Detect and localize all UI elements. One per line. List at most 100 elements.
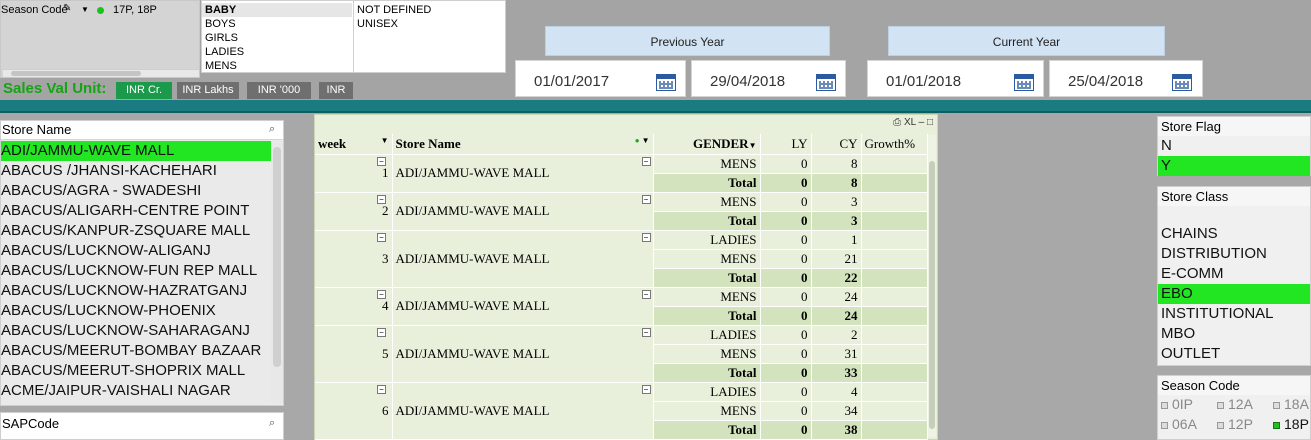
header-ly[interactable]: LY	[760, 134, 812, 155]
header-store-name[interactable]: Store Name ● ▼	[392, 134, 654, 155]
season-code-option[interactable]: 18A	[1273, 396, 1309, 412]
store-class-option[interactable]: E-COMM	[1161, 265, 1224, 282]
export-excel-button[interactable]: XL	[903, 117, 916, 128]
header-cy[interactable]: CY	[811, 134, 862, 155]
gender-listbox: BABY BOYS GIRLS LADIES MENS NOT DEFINED UNISE…	[201, 0, 506, 73]
previous-year-to-date[interactable]: 29/04/2018	[691, 60, 846, 97]
minimize-icon[interactable]: –	[918, 117, 925, 128]
header-gender[interactable]: GENDER▼	[653, 134, 761, 155]
calendar-icon[interactable]	[1172, 74, 1192, 91]
collapse-icon[interactable]: −	[641, 327, 651, 337]
calendar-icon[interactable]	[656, 74, 676, 91]
total-cy: 22	[811, 268, 862, 288]
store-name-item[interactable]: ABACUS/LUCKNOW-ALIGANJ	[1, 242, 211, 259]
store-class-option[interactable]: MBO	[1161, 325, 1196, 342]
store-name-item[interactable]: ABACUS/KANPUR-ZSQUARE MALL	[1, 222, 251, 239]
previous-year-from-date[interactable]: 01/01/2017	[515, 60, 686, 97]
store-name-item[interactable]: ABACUS/LUCKNOW-SAHARAGANJ	[1, 322, 250, 339]
store-flag-option[interactable]: Y	[1158, 156, 1310, 176]
checkbox-icon[interactable]	[1161, 401, 1168, 409]
unit-button-inr-cr[interactable]: INR Cr.	[116, 82, 172, 99]
search-icon[interactable]: ⌕	[269, 123, 276, 135]
week-cell[interactable]: −2	[315, 192, 393, 231]
store-cell[interactable]: − ADI/JAMMU-WAVE MALL	[392, 382, 654, 440]
collapse-icon[interactable]: −	[377, 232, 386, 242]
store-class-option[interactable]: OUTLET	[1161, 345, 1221, 362]
store-name-item[interactable]: ABACUS/AGRA - SWADESHI	[1, 182, 202, 199]
gender-option[interactable]: BOYS	[205, 18, 236, 30]
store-flag-option[interactable]: N	[1161, 137, 1172, 154]
store-cell[interactable]: − ADI/JAMMU-WAVE MALL	[392, 325, 654, 383]
gender-option[interactable]: MENS	[205, 60, 237, 72]
unit-button-inr-000[interactable]: INR '000	[247, 82, 311, 99]
collapse-icon[interactable]: −	[377, 156, 386, 166]
store-list-scrollbar[interactable]	[271, 141, 283, 403]
gender-option[interactable]: LADIES	[205, 46, 245, 58]
checkbox-icon[interactable]	[1217, 401, 1224, 409]
store-name-item[interactable]: ABACUS/MEERUT-BOMBAY BAZAAR	[1, 342, 262, 359]
season-code-option[interactable]: 06A	[1161, 416, 1197, 432]
store-cell[interactable]: − ADI/JAMMU-WAVE MALL	[392, 154, 654, 193]
store-cell[interactable]: − ADI/JAMMU-WAVE MALL	[392, 287, 654, 326]
collapse-icon[interactable]: −	[641, 194, 651, 204]
collapse-icon[interactable]: −	[377, 327, 386, 337]
checkbox-icon[interactable]	[1161, 421, 1168, 429]
collapse-icon[interactable]: −	[641, 156, 651, 166]
collapse-icon[interactable]: −	[377, 289, 386, 299]
collapse-icon[interactable]: −	[641, 289, 651, 299]
checkbox-icon[interactable]	[1273, 401, 1280, 409]
store-class-option[interactable]: CHAINS	[1161, 225, 1218, 242]
store-cell[interactable]: − ADI/JAMMU-WAVE MALL	[392, 192, 654, 231]
unit-button-inr-lakhs[interactable]: INR Lakhs	[177, 82, 239, 99]
gender-option[interactable]: BABY	[202, 3, 352, 17]
store-name-item[interactable]: ABACUS/LUCKNOW-FUN REP MALL	[1, 262, 258, 279]
store-name-item[interactable]: ADI/JAMMU-WAVE MALL	[1, 141, 271, 161]
gender-option[interactable]: UNISEX	[357, 18, 398, 30]
store-name-item[interactable]: ABACUS/LUCKNOW-PHOENIX	[1, 302, 216, 319]
week-cell[interactable]: −5	[315, 325, 393, 383]
dropdown-icon[interactable]: ▼	[81, 5, 89, 14]
calendar-icon[interactable]	[816, 74, 836, 91]
season-code-option[interactable]: 0IP	[1161, 396, 1193, 412]
season-code-option[interactable]: 12A	[1217, 396, 1253, 412]
collapse-icon[interactable]: −	[641, 384, 651, 394]
week-cell[interactable]: −4	[315, 287, 393, 326]
week-cell[interactable]: −6	[315, 382, 393, 440]
collapse-icon[interactable]: −	[377, 194, 386, 204]
store-name-item[interactable]: ABACUS/MEERUT-SHOPRIX MALL	[1, 362, 246, 379]
header-growth[interactable]: Growth%	[861, 134, 928, 155]
header-week[interactable]: week ▼	[315, 134, 393, 155]
season-code-current-selection-box[interactable]: Season Code ✎ ▼ 17P, 18P	[0, 0, 200, 78]
season-code-option[interactable]: 12P	[1217, 416, 1253, 432]
store-class-option[interactable]: DISTRIBUTION	[1161, 245, 1267, 262]
store-name-item[interactable]: ABACUS /JHANSI-KACHEHARI	[1, 162, 217, 179]
maximize-icon[interactable]: □	[926, 117, 933, 128]
store-name-item[interactable]: ACME/JAIPUR-VAISHALI NAGAR	[1, 382, 231, 399]
gender-option[interactable]: GIRLS	[205, 32, 239, 44]
unit-button-inr[interactable]: INR	[319, 82, 353, 99]
calendar-icon[interactable]	[1014, 74, 1034, 91]
collapse-icon[interactable]: −	[641, 232, 651, 242]
current-year-to-date[interactable]: 25/04/2018	[1049, 60, 1203, 97]
collapse-icon[interactable]: −	[377, 384, 386, 394]
current-year-from-date[interactable]: 01/01/2018	[867, 60, 1044, 97]
pivot-scrollbar[interactable]	[928, 135, 936, 437]
print-icon[interactable]: ⎙	[893, 117, 902, 128]
store-name-item[interactable]: ABACUS/ALIGARH-CENTRE POINT	[1, 202, 250, 219]
search-icon[interactable]: ⌕	[269, 417, 276, 429]
store-cell[interactable]: − ADI/JAMMU-WAVE MALL	[392, 230, 654, 288]
store-value: ADI/JAMMU-WAVE MALL	[395, 402, 550, 418]
total-label: Total	[653, 420, 761, 440]
checkbox-icon[interactable]	[1217, 421, 1224, 429]
store-name-item[interactable]: ABACUS/LUCKNOW-HAZRATGANJ	[1, 282, 248, 299]
gender-option[interactable]: NOT DEFINED	[357, 4, 432, 16]
season-code-option[interactable]: 18P	[1273, 416, 1309, 432]
checkbox-icon[interactable]	[1273, 421, 1280, 429]
eraser-icon[interactable]: ✎	[63, 3, 72, 14]
store-class-option[interactable]: EBO	[1158, 284, 1310, 304]
season-box-scrollbar[interactable]	[3, 69, 199, 77]
week-cell[interactable]: −1	[315, 154, 393, 193]
week-cell[interactable]: −3	[315, 230, 393, 288]
ly-cell: 0	[760, 382, 812, 402]
store-class-option[interactable]: INSTITUTIONAL	[1161, 305, 1274, 322]
